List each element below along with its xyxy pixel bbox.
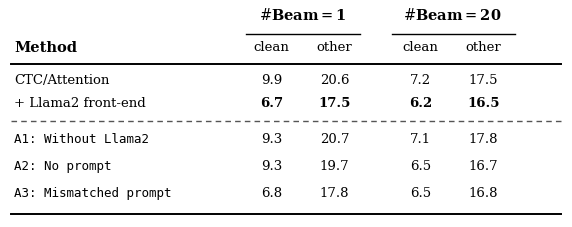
Text: $\#$Beam$=$1: $\#$Beam$=$1 [259,7,347,23]
Text: 16.8: 16.8 [468,186,498,200]
Text: 9.3: 9.3 [261,132,283,145]
Text: CTC/Attention: CTC/Attention [14,74,110,87]
Text: Method: Method [14,41,77,55]
Text: 6.5: 6.5 [410,159,431,172]
Text: $\#$Beam$=$20: $\#$Beam$=$20 [403,7,501,23]
Text: other: other [466,41,501,54]
Text: 7.2: 7.2 [410,74,431,87]
Text: 7.1: 7.1 [410,132,431,145]
Text: 19.7: 19.7 [320,159,349,172]
Text: A2: No prompt: A2: No prompt [14,159,112,172]
Text: 16.5: 16.5 [467,97,499,110]
Text: 9.3: 9.3 [261,159,283,172]
Text: 6.7: 6.7 [260,97,283,110]
Text: 16.7: 16.7 [468,159,498,172]
Text: 17.8: 17.8 [320,186,349,200]
Text: 20.6: 20.6 [320,74,349,87]
Text: 6.5: 6.5 [410,186,431,200]
Text: clean: clean [403,41,438,54]
Text: A1: Without Llama2: A1: Without Llama2 [14,132,149,145]
Text: 17.8: 17.8 [468,132,498,145]
Text: + Llama2 front-end: + Llama2 front-end [14,97,146,110]
Text: 17.5: 17.5 [319,97,351,110]
Text: 20.7: 20.7 [320,132,349,145]
Text: 6.2: 6.2 [409,97,432,110]
Text: 9.9: 9.9 [261,74,283,87]
Text: 17.5: 17.5 [468,74,498,87]
Text: clean: clean [254,41,289,54]
Text: A3: Mismatched prompt: A3: Mismatched prompt [14,186,172,200]
Text: 6.8: 6.8 [261,186,282,200]
Text: other: other [317,41,352,54]
